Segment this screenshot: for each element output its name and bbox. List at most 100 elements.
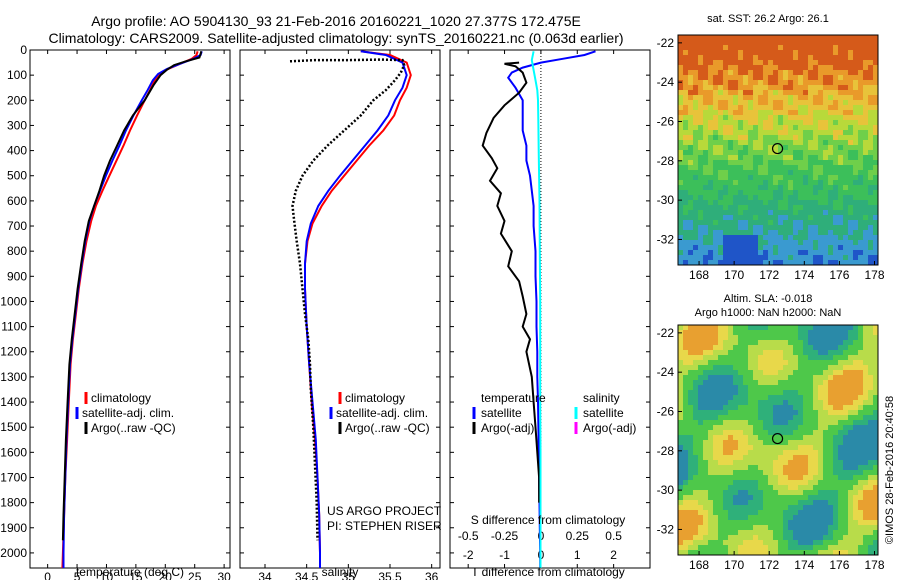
- map-cell: [688, 100, 694, 106]
- map-cell: [843, 530, 849, 536]
- map-cell: [698, 435, 704, 441]
- map-cell: [828, 380, 834, 386]
- map-cell: [798, 200, 804, 206]
- map-cell: [868, 410, 874, 416]
- map-cell: [713, 170, 719, 176]
- map-cell: [793, 260, 799, 266]
- map-cell: [778, 70, 784, 76]
- map-cell: [873, 40, 879, 46]
- map-cell: [823, 375, 829, 381]
- map-cell: [718, 125, 724, 131]
- map-cell: [718, 210, 724, 216]
- map-cell: [838, 385, 844, 391]
- map-cell: [708, 495, 714, 501]
- map-cell: [868, 405, 874, 411]
- map-cell: [873, 415, 879, 421]
- map-cell: [773, 250, 779, 256]
- map-cell: [853, 185, 859, 191]
- map-cell: [803, 135, 809, 141]
- map-cell: [838, 185, 844, 191]
- map-cell: [828, 95, 834, 101]
- map-cell: [753, 180, 759, 186]
- map-cell: [733, 100, 739, 106]
- map-cell: [708, 550, 714, 556]
- map-cell: [858, 350, 864, 356]
- map-cell: [833, 70, 839, 76]
- map-cell: [828, 160, 834, 166]
- map-cell: [773, 145, 779, 151]
- map-cell: [728, 420, 734, 426]
- legend-argo: Argo(..raw -QC): [91, 421, 176, 435]
- map-cell: [853, 180, 859, 186]
- map-cell: [698, 135, 704, 141]
- map-cell: [828, 50, 834, 56]
- map-cell: [848, 445, 854, 451]
- map-cell: [748, 45, 754, 51]
- map-cell: [763, 115, 769, 121]
- map-cell: [823, 45, 829, 51]
- map-cell: [823, 110, 829, 116]
- map-cell: [808, 55, 814, 61]
- map-cell: [773, 390, 779, 396]
- legend-temp-argo: Argo(-adj): [481, 421, 534, 435]
- map-cell: [828, 460, 834, 466]
- map-cell: [783, 160, 789, 166]
- map-cell: [833, 395, 839, 401]
- map-cell: [868, 150, 874, 156]
- map-cell: [793, 330, 799, 336]
- map-cell: [743, 195, 749, 201]
- map-cell: [763, 135, 769, 141]
- map-cell: [803, 220, 809, 226]
- map-cell: [683, 95, 689, 101]
- map-cell: [703, 130, 709, 136]
- map-cell: [733, 245, 739, 251]
- map-cell: [838, 90, 844, 96]
- map-cell: [783, 50, 789, 56]
- map-cell: [678, 100, 684, 106]
- map-cell: [778, 355, 784, 361]
- map-cell: [753, 95, 759, 101]
- map-cell: [778, 255, 784, 261]
- map-cell: [873, 250, 879, 256]
- map-cell: [773, 455, 779, 461]
- map-cell: [853, 335, 859, 341]
- map-cell: [718, 535, 724, 541]
- map-cell: [698, 345, 704, 351]
- map-cell: [833, 415, 839, 421]
- map-cell: [698, 145, 704, 151]
- map-cell: [858, 455, 864, 461]
- map-cell: [828, 405, 834, 411]
- map-cell: [718, 345, 724, 351]
- map-cell: [733, 120, 739, 126]
- map-cell: [688, 490, 694, 496]
- map-cell: [698, 140, 704, 146]
- map-cell: [818, 80, 824, 86]
- map-cell: [778, 185, 784, 191]
- map-cell: [693, 135, 699, 141]
- map-cell: [868, 115, 874, 121]
- map-cell: [798, 330, 804, 336]
- map-cell: [743, 490, 749, 496]
- map-cell: [788, 435, 794, 441]
- map-cell: [698, 370, 704, 376]
- map-cell: [748, 410, 754, 416]
- map-cell: [863, 390, 869, 396]
- map-cell: [798, 450, 804, 456]
- map-cell: [688, 175, 694, 181]
- map-cell: [683, 250, 689, 256]
- map-cell: [768, 460, 774, 466]
- map-cell: [863, 155, 869, 161]
- map-cell: [693, 445, 699, 451]
- map-cell: [778, 400, 784, 406]
- map-cell: [838, 460, 844, 466]
- map-cell: [743, 180, 749, 186]
- map-cell: [843, 65, 849, 71]
- map-cell: [708, 180, 714, 186]
- map-cell: [763, 105, 769, 111]
- map-cell: [708, 205, 714, 211]
- map-cell: [693, 155, 699, 161]
- map-cell: [818, 515, 824, 521]
- map-cell: [718, 95, 724, 101]
- map-cell: [688, 505, 694, 511]
- sla-map-title-1: Altim. SLA: -0.018: [724, 293, 813, 305]
